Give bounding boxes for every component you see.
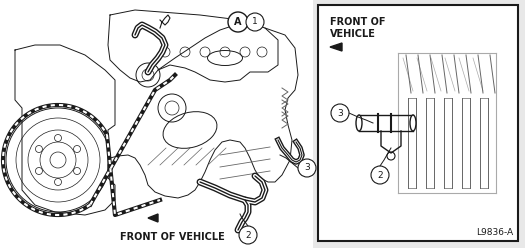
Text: 1: 1 [252, 18, 258, 27]
Circle shape [331, 104, 349, 122]
Text: FRONT OF VEHICLE: FRONT OF VEHICLE [120, 232, 224, 242]
Circle shape [239, 226, 257, 244]
Text: L9836-A: L9836-A [476, 228, 513, 237]
Text: 2: 2 [245, 230, 251, 240]
Text: VEHICLE: VEHICLE [330, 29, 376, 39]
Circle shape [371, 166, 389, 184]
Text: 3: 3 [337, 109, 343, 118]
Bar [0, 0, 313, 248]
Text: 3: 3 [304, 163, 310, 173]
Ellipse shape [410, 115, 416, 131]
Text: A: A [234, 17, 242, 27]
Text: FRONT OF: FRONT OF [330, 17, 385, 27]
Circle shape [228, 12, 248, 32]
Circle shape [246, 13, 264, 31]
Polygon shape [330, 43, 342, 51]
Ellipse shape [356, 115, 362, 131]
Circle shape [298, 159, 316, 177]
Polygon shape [148, 214, 158, 222]
Text: 2: 2 [377, 171, 383, 180]
Bar [318, 5, 518, 241]
